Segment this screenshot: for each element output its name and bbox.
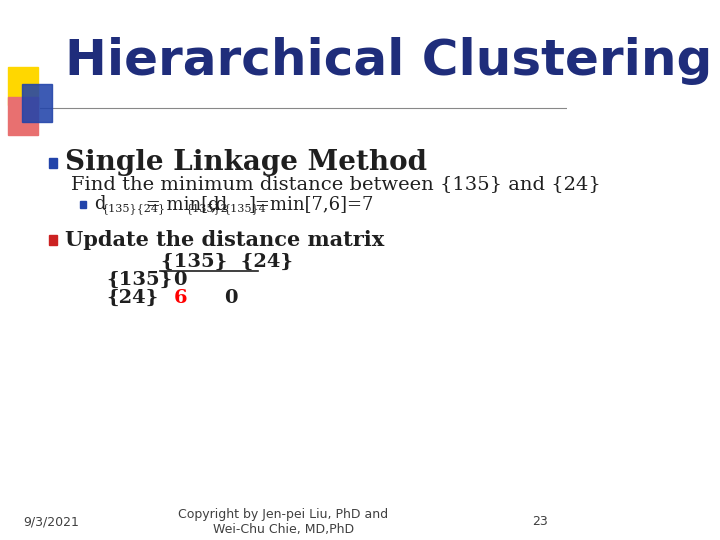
Text: {135}{24}: {135}{24}	[102, 204, 166, 214]
Bar	[8, 67, 38, 105]
Text: {135}2: {135}2	[185, 204, 228, 214]
Bar	[8, 97, 38, 135]
Text: Copyright by Jen-pei Liu, PhD and
Wei-Chu Chie, MD,PhD: Copyright by Jen-pei Liu, PhD and Wei-Ch…	[179, 508, 389, 536]
Text: Hierarchical Clustering: Hierarchical Clustering	[65, 37, 712, 85]
Text: Update the distance matrix: Update the distance matrix	[65, 230, 384, 250]
Text: 0: 0	[174, 271, 186, 289]
Text: d: d	[94, 195, 106, 213]
Bar	[49, 235, 57, 245]
Text: Find the minimum distance between {135} and {24}: Find the minimum distance between {135} …	[71, 175, 600, 193]
Text: {24}: {24}	[107, 289, 158, 307]
Text: 6: 6	[174, 289, 187, 307]
Text: ]=min[7,6]=7: ]=min[7,6]=7	[249, 195, 374, 213]
Text: 0: 0	[224, 289, 237, 307]
Text: ,d: ,d	[210, 195, 228, 213]
Text: 23: 23	[531, 515, 547, 528]
Bar	[81, 201, 86, 208]
Bar	[49, 158, 57, 168]
Text: = min[d: = min[d	[140, 195, 220, 213]
Text: 9/3/2021: 9/3/2021	[24, 515, 79, 528]
Text: {135}4: {135}4	[224, 204, 266, 214]
Text: {135}  {24}: {135} {24}	[161, 253, 294, 271]
Bar	[22, 84, 52, 122]
Text: {135}: {135}	[107, 271, 173, 289]
Text: Single Linkage Method: Single Linkage Method	[65, 150, 426, 177]
